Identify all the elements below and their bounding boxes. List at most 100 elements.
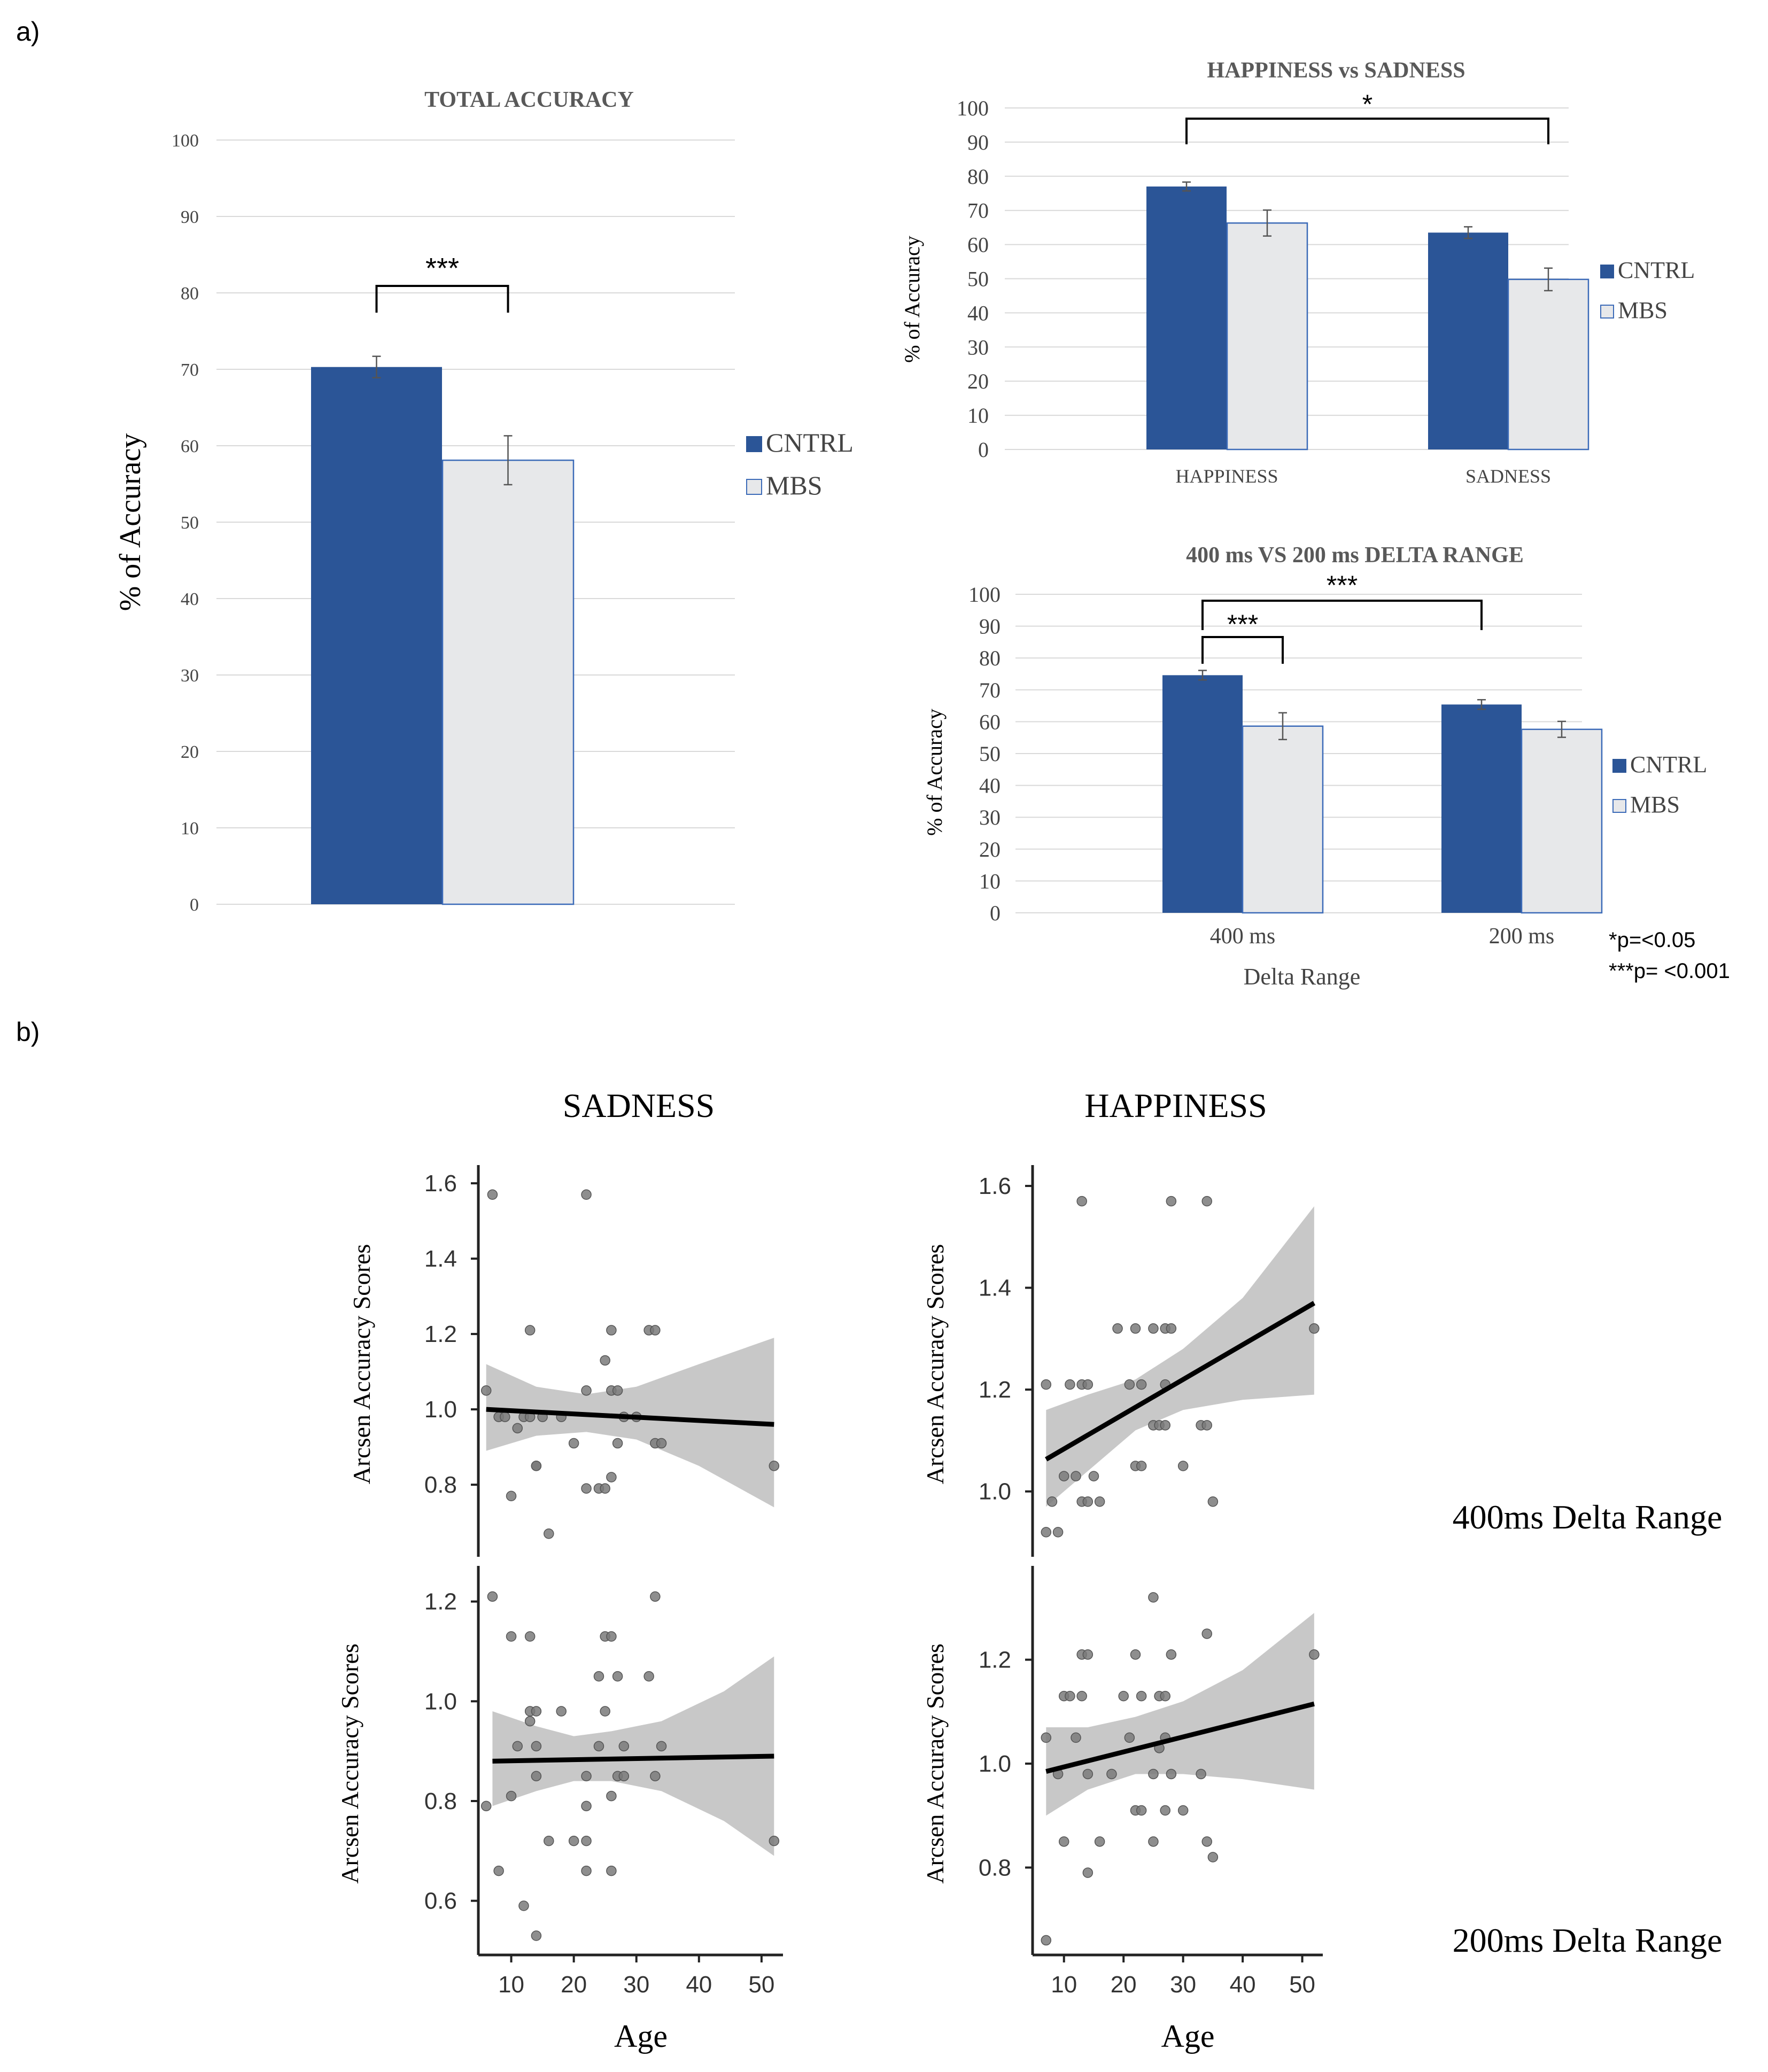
data-point <box>1207 1852 1219 1863</box>
legend-swatch-cntrl <box>746 436 762 452</box>
data-point <box>1124 1732 1135 1743</box>
x-axis-label: Age <box>614 2019 668 2054</box>
y-tick-label: 60 <box>181 437 199 456</box>
data-point <box>493 1865 504 1876</box>
data-point <box>1082 1379 1094 1390</box>
data-point <box>500 1411 510 1422</box>
data-point <box>606 1325 617 1336</box>
chart-sad200: 0.6 0.8 1.0 1.2 Arcsen Accuracy Scores 10 20 30… <box>336 1566 783 2054</box>
bar-mbs <box>1242 725 1324 914</box>
data-point <box>656 1741 667 1752</box>
y-tick-label: 0 <box>190 895 199 915</box>
data-point <box>1177 1805 1189 1816</box>
significance-bracket <box>1201 636 1284 664</box>
y-tick-label: 0 <box>978 438 989 462</box>
confidence-band <box>492 1656 774 1856</box>
data-point <box>568 1438 579 1449</box>
legend-label-mbs: MBS <box>1618 297 1668 323</box>
data-point <box>1041 1379 1052 1390</box>
x-category-label: 200 ms <box>1489 924 1555 949</box>
data-point <box>612 1671 623 1682</box>
chart-title: HAPPINESS vs SADNESS <box>1207 58 1465 83</box>
data-point <box>531 1771 542 1782</box>
data-point <box>1082 1768 1094 1780</box>
significance-stars: *** <box>1227 609 1258 639</box>
y-tick-label: 0.8 <box>424 1788 457 1814</box>
y-tick-label: 1.6 <box>424 1170 457 1197</box>
data-point <box>524 1325 536 1336</box>
data-point <box>1106 1768 1117 1780</box>
y-tick-label: 40 <box>967 301 989 325</box>
x-tick-label: 50 <box>748 1972 774 1998</box>
data-point <box>593 1671 604 1682</box>
data-point <box>656 1438 667 1449</box>
confidence-band <box>1046 1206 1314 1507</box>
legend-label-cntrl: CNTRL <box>1618 257 1695 283</box>
bar-cntrl <box>1441 704 1522 913</box>
y-tick-label: 10 <box>979 869 1001 893</box>
data-point <box>581 1835 592 1846</box>
regression-line <box>1045 1701 1315 1774</box>
data-point <box>593 1741 604 1752</box>
legend-swatch-cntrl <box>1600 265 1614 278</box>
chart-title: 400 ms VS 200 ms DELTA RANGE <box>1186 543 1524 568</box>
y-tick-label: 70 <box>967 199 989 223</box>
data-point <box>531 1706 542 1717</box>
y-tick-label: 20 <box>979 837 1001 862</box>
legend-label-cntrl: CNTRL <box>1630 751 1707 778</box>
y-tick-label: 50 <box>979 742 1001 766</box>
y-axis-label: % of Accuracy <box>900 236 924 363</box>
data-point <box>1071 1732 1081 1743</box>
data-point <box>618 1771 630 1782</box>
y-axis-label: Arcsen Accuracy Scores <box>348 1244 375 1485</box>
x-tick-label: 10 <box>498 1972 524 1998</box>
y-tick-label: 0.8 <box>979 1854 1011 1881</box>
y-tick-label: 80 <box>979 646 1001 670</box>
y-tick-label: 90 <box>181 207 199 227</box>
data-point <box>556 1706 567 1717</box>
data-point <box>769 1835 780 1846</box>
data-point <box>1136 1690 1147 1702</box>
significance-note-001: ***p= <0.001 <box>1609 959 1730 983</box>
legend-swatch-cntrl <box>1612 759 1626 773</box>
bar-cntrl <box>1428 232 1508 449</box>
y-tick-label: 30 <box>979 805 1001 829</box>
data-point <box>1052 1527 1064 1538</box>
column-title-sadness: SADNESS <box>563 1087 715 1124</box>
y-tick-label: 60 <box>979 710 1001 734</box>
y-tick-label: 10 <box>967 403 989 428</box>
panel-a-label: a) <box>16 17 40 46</box>
data-point <box>1118 1690 1129 1702</box>
y-tick-label: 70 <box>979 678 1001 702</box>
chart-hap400: 1.0 1.2 1.4 1.6 Arcsen Accuracy Scores <box>921 1165 1320 1557</box>
y-axis-label: % of Accuracy <box>922 709 947 836</box>
bar-mbs <box>441 459 575 905</box>
x-axis-label: Delta Range <box>1244 964 1361 990</box>
data-point <box>531 1461 542 1471</box>
data-point <box>612 1385 623 1396</box>
data-point <box>1201 1196 1212 1207</box>
data-point <box>1065 1690 1075 1702</box>
data-point <box>512 1423 523 1434</box>
data-point <box>1112 1323 1123 1334</box>
y-tick-label: 1.4 <box>979 1275 1011 1301</box>
y-tick-label: 90 <box>979 615 1001 639</box>
significance-note-05: *p=<0.05 <box>1609 928 1695 952</box>
y-tick-label: 1.0 <box>424 1396 457 1423</box>
data-point <box>1160 1420 1170 1431</box>
data-point <box>1166 1768 1177 1780</box>
data-point <box>581 1189 592 1200</box>
data-point <box>480 1801 492 1812</box>
data-point <box>506 1631 517 1642</box>
y-tick-label: 20 <box>181 742 199 762</box>
data-point <box>1058 1836 1069 1847</box>
data-point <box>606 1865 617 1876</box>
x-category-label: 400 ms <box>1210 924 1276 949</box>
data-point <box>600 1355 610 1366</box>
data-point <box>480 1385 492 1396</box>
regression-line <box>1045 1301 1316 1462</box>
data-point <box>568 1835 579 1846</box>
significance-bracket <box>1185 118 1549 144</box>
